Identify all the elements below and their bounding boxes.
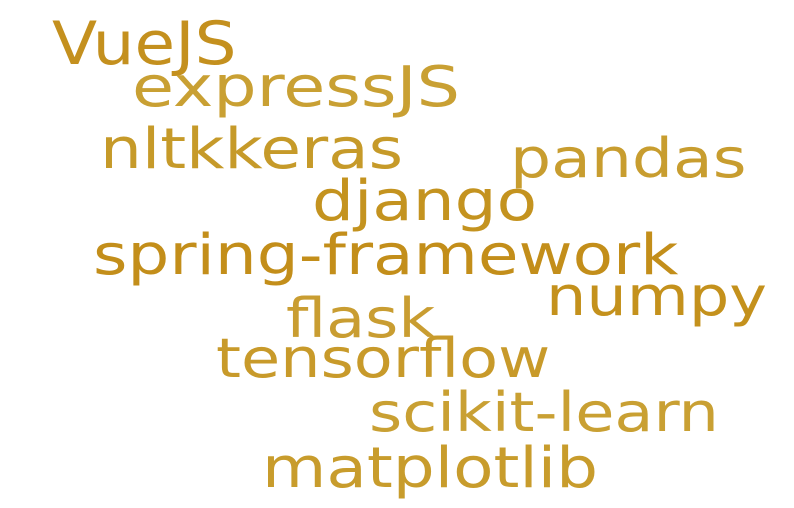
word-flask: flask bbox=[286, 287, 436, 350]
word-matplotlib: matplotlib bbox=[262, 436, 599, 501]
word-scikit-learn: scikit-learn bbox=[369, 381, 719, 444]
word-numpy: numpy bbox=[546, 265, 768, 328]
word-spring-framework: spring-framework bbox=[93, 223, 679, 288]
word-nltkkeras: nltkkeras bbox=[100, 117, 404, 182]
word-expressjs: expressJS bbox=[132, 55, 460, 120]
word-django: django bbox=[312, 169, 538, 234]
word-vuejs: VueJS bbox=[52, 9, 237, 79]
word-pandas: pandas bbox=[510, 127, 747, 190]
word-tensorflow: tensorflow bbox=[216, 327, 551, 390]
